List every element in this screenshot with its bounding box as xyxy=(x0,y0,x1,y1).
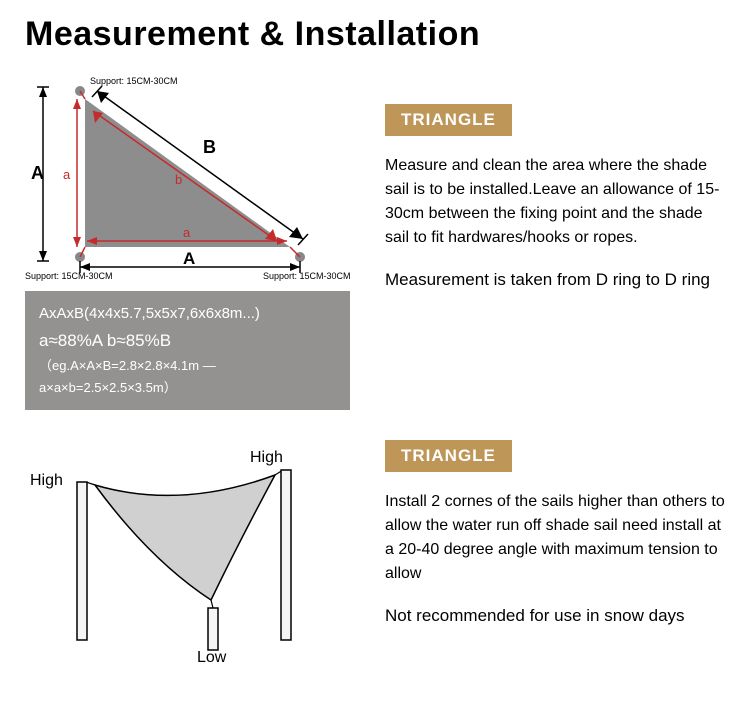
support-top: Support: 15CM-30CM xyxy=(90,76,178,86)
label-high-right: High xyxy=(250,449,283,466)
label-A-side: A xyxy=(31,163,44,183)
label-A-bottom: A xyxy=(183,249,195,268)
measurement-body: Measure and clean the area where the sha… xyxy=(385,154,725,250)
section-installation: High High Low TRIANGLE Install 2 cornes … xyxy=(25,440,725,670)
measurement-emphasis: Measurement is taken from D ring to D ri… xyxy=(385,270,725,290)
triangle-measurement-diagram: A a b xyxy=(25,69,365,286)
installation-emphasis: Not recommended for use in snow days xyxy=(385,606,725,626)
installation-diagram: High High Low xyxy=(25,440,365,670)
triangle-badge-2: TRIANGLE xyxy=(385,440,512,472)
infobox-line2: a≈88%A b≈85%B xyxy=(39,327,336,356)
label-high-left: High xyxy=(30,472,63,489)
label-a-bottom: a xyxy=(183,225,191,240)
infobox-line1: AxAxB(4x4x5.7,5x5x7,6x6x8m...) xyxy=(39,301,336,327)
support-right: Support: 15CM-30CM xyxy=(263,271,351,281)
infobox-line3: （eg.A×A×B=2.8×2.8×4.1m — a×a×b=2.5×2.5×3… xyxy=(39,355,336,399)
support-left: Support: 15CM-30CM xyxy=(25,271,113,281)
triangle-badge-1: TRIANGLE xyxy=(385,104,512,136)
section-measurement: A a b xyxy=(25,69,725,410)
label-low: Low xyxy=(197,649,227,665)
measurement-info-box: AxAxB(4x4x5.7,5x5x7,6x6x8m...) a≈88%A b≈… xyxy=(25,291,350,410)
label-b: b xyxy=(175,172,182,187)
label-a-inner: a xyxy=(63,167,71,182)
installation-body: Install 2 cornes of the sails higher tha… xyxy=(385,490,725,586)
page-title: Measurement & Installation xyxy=(25,15,725,54)
label-B: B xyxy=(203,137,216,157)
